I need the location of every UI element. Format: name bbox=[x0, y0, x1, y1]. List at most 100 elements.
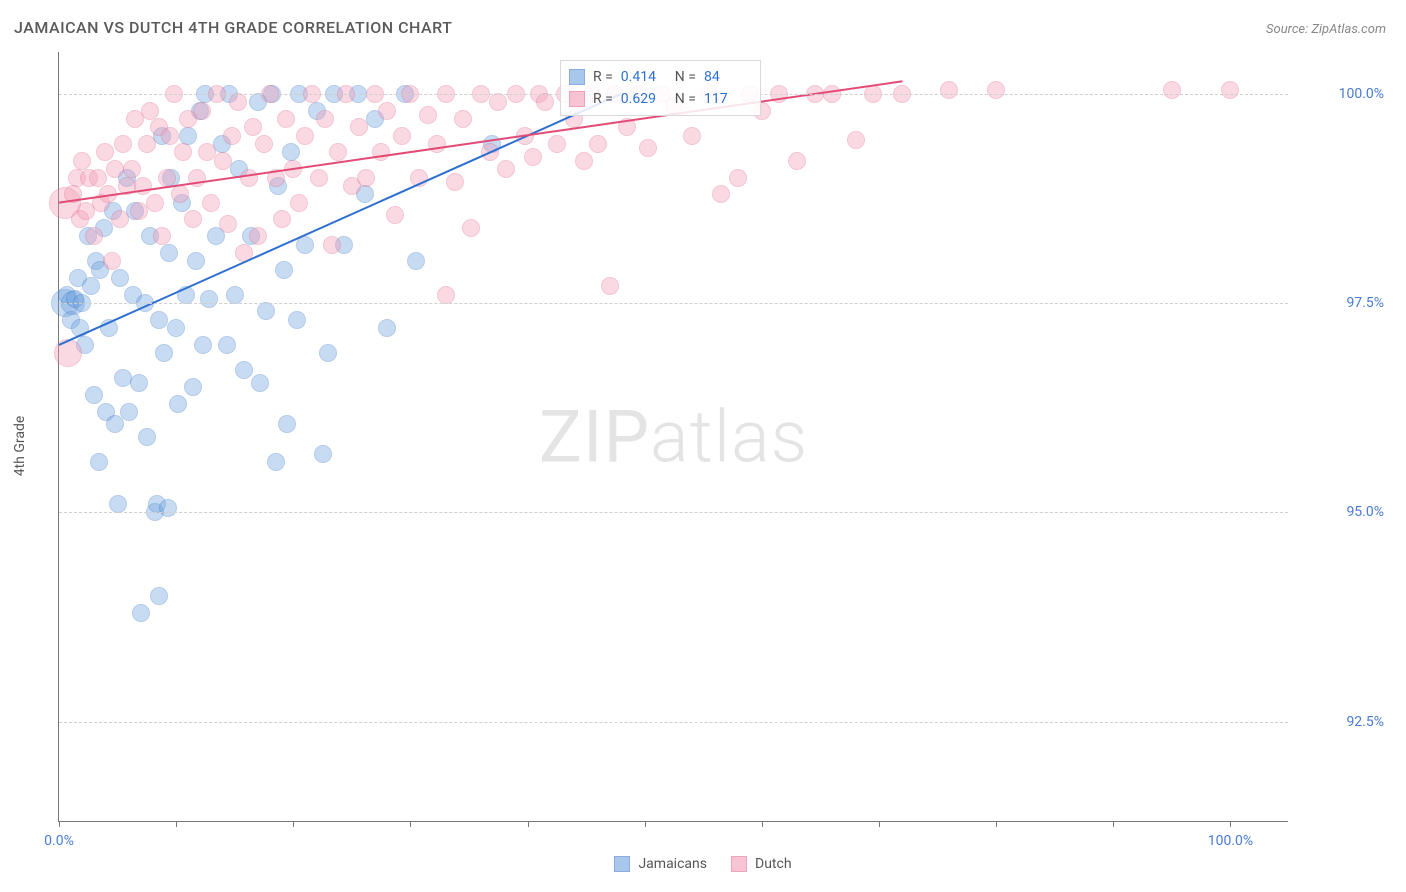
data-point-dutch bbox=[1163, 81, 1181, 99]
data-point-dutch bbox=[296, 127, 314, 145]
data-point-dutch bbox=[134, 177, 152, 195]
data-point-dutch bbox=[516, 127, 534, 145]
data-point-dutch bbox=[273, 210, 291, 228]
data-point-dutch bbox=[290, 194, 308, 212]
data-point-dutch bbox=[198, 143, 216, 161]
xtick bbox=[762, 821, 763, 827]
data-point-dutch bbox=[357, 169, 375, 187]
data-point-jamaicans bbox=[120, 403, 138, 421]
data-point-dutch bbox=[410, 169, 428, 187]
watermark-strong: ZIP bbox=[539, 394, 650, 479]
stats-box: R = 0.414 N = 84 R = 0.629 N = 117 bbox=[560, 60, 761, 116]
data-point-dutch bbox=[99, 185, 117, 203]
data-point-dutch bbox=[184, 210, 202, 228]
data-point-jamaicans bbox=[282, 143, 300, 161]
data-point-dutch bbox=[601, 277, 619, 295]
data-point-jamaicans bbox=[296, 236, 314, 254]
data-point-dutch bbox=[462, 219, 480, 237]
data-point-dutch bbox=[171, 185, 189, 203]
data-point-dutch bbox=[987, 81, 1005, 99]
ytick-label: 97.5% bbox=[1346, 295, 1384, 311]
chart-container: JAMAICAN VS DUTCH 4TH GRADE CORRELATION … bbox=[0, 0, 1406, 892]
data-point-jamaicans bbox=[138, 428, 156, 446]
data-point-dutch bbox=[393, 127, 411, 145]
legend: Jamaicans Dutch bbox=[0, 856, 1406, 872]
data-point-dutch bbox=[378, 102, 396, 120]
data-point-dutch bbox=[174, 143, 192, 161]
data-point-dutch bbox=[428, 135, 446, 153]
data-point-dutch bbox=[316, 110, 334, 128]
data-point-dutch bbox=[1221, 81, 1239, 99]
gridline bbox=[59, 512, 1288, 513]
data-point-jamaicans bbox=[111, 269, 129, 287]
data-point-jamaicans bbox=[177, 286, 195, 304]
data-point-dutch bbox=[524, 148, 542, 166]
data-point-jamaicans bbox=[407, 252, 425, 270]
data-point-dutch bbox=[229, 93, 247, 111]
data-point-jamaicans bbox=[150, 587, 168, 605]
data-point-jamaicans bbox=[378, 319, 396, 337]
data-point-dutch bbox=[323, 236, 341, 254]
data-point-dutch bbox=[219, 215, 237, 233]
data-point-dutch bbox=[214, 152, 232, 170]
legend-label-dutch: Dutch bbox=[755, 856, 792, 872]
data-point-jamaicans bbox=[100, 319, 118, 337]
data-point-jamaicans bbox=[187, 252, 205, 270]
data-point-dutch bbox=[618, 118, 636, 136]
data-point-jamaicans bbox=[319, 344, 337, 362]
data-point-dutch bbox=[188, 169, 206, 187]
data-point-dutch bbox=[372, 143, 390, 161]
watermark-light: atlas bbox=[650, 394, 808, 479]
data-point-jamaicans bbox=[251, 374, 269, 392]
data-point-dutch bbox=[277, 110, 295, 128]
r-value-jamaicans: 0.414 bbox=[621, 66, 667, 88]
data-point-dutch bbox=[54, 339, 82, 367]
xtick bbox=[59, 821, 60, 827]
data-point-dutch bbox=[788, 152, 806, 170]
stats-row-jamaicans: R = 0.414 N = 84 bbox=[569, 66, 750, 88]
data-point-jamaicans bbox=[90, 453, 108, 471]
data-point-dutch bbox=[683, 127, 701, 145]
data-point-dutch bbox=[89, 169, 107, 187]
xtick bbox=[176, 821, 177, 827]
data-point-jamaicans bbox=[278, 415, 296, 433]
source-attribution: Source: ZipAtlas.com bbox=[1266, 22, 1386, 37]
xtick bbox=[1113, 821, 1114, 827]
xtick bbox=[528, 821, 529, 827]
data-point-jamaicans bbox=[106, 415, 124, 433]
xtick-label: 100.0% bbox=[1208, 833, 1253, 849]
data-point-dutch bbox=[548, 135, 566, 153]
data-point-dutch bbox=[249, 227, 267, 245]
watermark: ZIPatlas bbox=[539, 394, 808, 479]
xtick bbox=[996, 821, 997, 827]
data-point-dutch bbox=[575, 152, 593, 170]
data-point-dutch bbox=[244, 118, 262, 136]
data-point-jamaicans bbox=[150, 311, 168, 329]
data-point-dutch bbox=[158, 169, 176, 187]
ytick-label: 95.0% bbox=[1346, 504, 1384, 520]
data-point-dutch bbox=[130, 202, 148, 220]
data-point-dutch bbox=[386, 206, 404, 224]
data-point-dutch bbox=[103, 252, 121, 270]
data-point-jamaicans bbox=[159, 499, 177, 517]
data-point-jamaicans bbox=[218, 336, 236, 354]
source-label: Source: bbox=[1266, 22, 1308, 37]
data-point-jamaicans bbox=[257, 302, 275, 320]
xtick bbox=[410, 821, 411, 827]
y-axis-title: 4th Grade bbox=[12, 416, 28, 477]
xtick bbox=[293, 821, 294, 827]
data-point-jamaicans bbox=[235, 361, 253, 379]
data-point-jamaicans bbox=[71, 319, 89, 337]
data-point-dutch bbox=[437, 286, 455, 304]
legend-swatch-jamaicans-icon bbox=[614, 856, 630, 872]
data-point-dutch bbox=[193, 102, 211, 120]
data-point-dutch bbox=[454, 110, 472, 128]
data-point-dutch bbox=[489, 93, 507, 111]
data-point-dutch bbox=[96, 143, 114, 161]
data-point-dutch bbox=[310, 169, 328, 187]
legend-label-jamaicans: Jamaicans bbox=[638, 856, 707, 872]
data-point-jamaicans bbox=[109, 495, 127, 513]
data-point-jamaicans bbox=[288, 311, 306, 329]
data-point-dutch bbox=[419, 106, 437, 124]
data-point-dutch bbox=[481, 143, 499, 161]
